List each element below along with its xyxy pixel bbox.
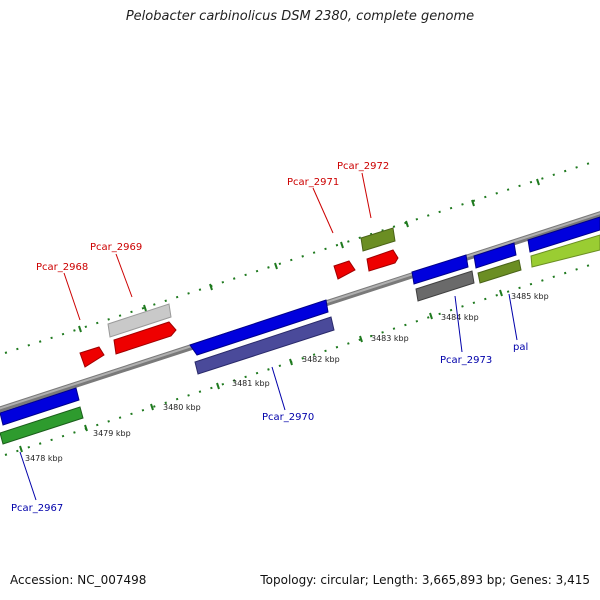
tick-label: 3480 kbp	[163, 403, 201, 412]
gene-feature-pal-green	[477, 259, 522, 284]
gene-feature-pcar-2970-purple	[194, 316, 335, 375]
reverse-strand-features	[0, 216, 600, 445]
ruler-tick	[536, 178, 540, 186]
gene-feature-pcar-2969	[113, 321, 177, 355]
ruler-tick	[84, 424, 88, 432]
ruler-tick	[359, 335, 363, 343]
tick-label: 3485 kbp	[511, 292, 549, 301]
gene-feature-pcar-2973	[411, 254, 469, 285]
gene-feature-next-lime	[530, 234, 600, 268]
genome-summary-text: Topology: circular; Length: 3,665,893 bp…	[260, 573, 590, 587]
ruler-tick	[209, 283, 213, 291]
gene-feature-pcar-2973-grey	[415, 270, 475, 302]
scale-labels: 3478 kbp 3479 kbp 3480 kbp 3481 kbp 3482…	[25, 292, 549, 463]
gene-labels: Pcar_2967 Pcar_2968 Pcar_2969 Pcar_2970 …	[11, 161, 528, 514]
tick-label: 3478 kbp	[25, 454, 63, 463]
gene-label: Pcar_2970	[262, 412, 314, 423]
gene-feature-pcar-2972-green	[360, 227, 396, 252]
ruler-tick	[78, 325, 82, 333]
gene-feature-pcar-2967	[0, 387, 80, 426]
gene-label: pal	[513, 342, 528, 353]
gene-feature-pcar-2971	[333, 260, 356, 280]
upper-ruler-major-ticks	[78, 178, 540, 333]
gene-feature-next-blue	[527, 216, 600, 253]
tick-label: 3479 kbp	[93, 429, 131, 438]
tick-label: 3484 kbp	[441, 313, 479, 322]
accession-text: Accession: NC_007498	[10, 573, 147, 587]
ruler-tick	[499, 289, 503, 297]
map-title: Pelobacter carbinolicus DSM 2380, comple…	[125, 9, 475, 24]
gene-label: Pcar_2972	[337, 161, 389, 172]
ruler-tick	[340, 241, 344, 249]
gene-label: Pcar_2973	[440, 355, 492, 366]
tick-label: 3482 kbp	[302, 355, 340, 364]
gene-label: Pcar_2967	[11, 503, 63, 514]
gene-label: Pcar_2969	[90, 242, 142, 253]
ruler-tick	[289, 358, 293, 366]
ruler-tick	[429, 312, 433, 320]
gene-label: Pcar_2971	[287, 177, 339, 188]
ruler-tick	[405, 220, 409, 228]
gene-feature-pal	[473, 242, 517, 269]
gene-feature-pcar-2967-green	[0, 406, 84, 445]
ruler-tick	[19, 445, 23, 453]
forward-strand-features	[79, 227, 399, 368]
tick-label: 3483 kbp	[371, 334, 409, 343]
ruler-tick	[471, 199, 475, 207]
ruler-tick	[274, 262, 278, 270]
gene-feature-pcar-2970	[189, 299, 329, 356]
ruler-tick	[150, 403, 154, 411]
gene-feature-pcar-2969-grey	[107, 303, 172, 338]
gene-label: Pcar_2968	[36, 262, 88, 273]
tick-label: 3481 kbp	[232, 379, 270, 388]
gene-feature-pcar-2972	[366, 249, 399, 272]
ruler-tick	[143, 304, 147, 312]
label-leaders	[19, 172, 518, 501]
ruler-tick	[216, 382, 220, 390]
gene-feature-pcar-2968	[79, 346, 105, 368]
lower-ruler-major-ticks	[19, 289, 503, 453]
